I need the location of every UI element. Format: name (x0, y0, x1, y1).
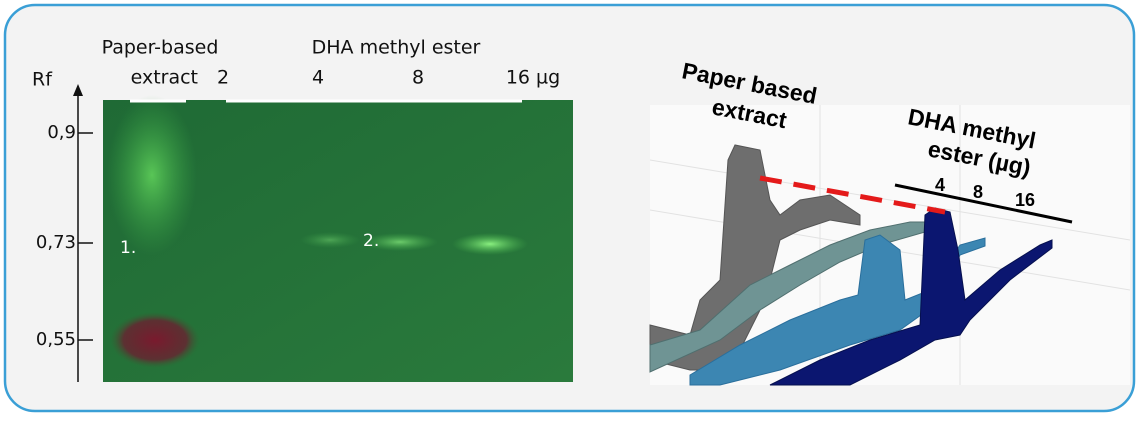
lane-label: 2 (217, 67, 229, 89)
spot-16 (452, 233, 528, 255)
tick-label: 0,73 (36, 232, 76, 253)
lane-label: 16 (1015, 190, 1035, 210)
lane-label: 16 µg (506, 67, 560, 89)
lane-label: 4 (935, 175, 945, 195)
figure: 1. 2. Rf 0,9 0,73 0,55 Paper-based extra… (0, 0, 1140, 418)
lane-label: 8 (973, 182, 983, 202)
spot-label: 2. (363, 231, 379, 251)
densitogram (650, 105, 1130, 385)
extract-red-spot (110, 312, 200, 368)
axis-label: Rf (32, 69, 53, 91)
header: extract (131, 67, 198, 89)
header: Paper-based (102, 37, 219, 59)
lane-label: 8 (412, 67, 424, 89)
header: DHA methyl ester (312, 37, 481, 59)
lane-label: 4 (312, 67, 324, 89)
tick-label: 0,9 (47, 122, 76, 143)
extract-band (107, 95, 197, 255)
tick-label: 0,55 (36, 329, 76, 350)
spot-4 (300, 232, 360, 248)
spot-label: 1. (120, 238, 136, 258)
